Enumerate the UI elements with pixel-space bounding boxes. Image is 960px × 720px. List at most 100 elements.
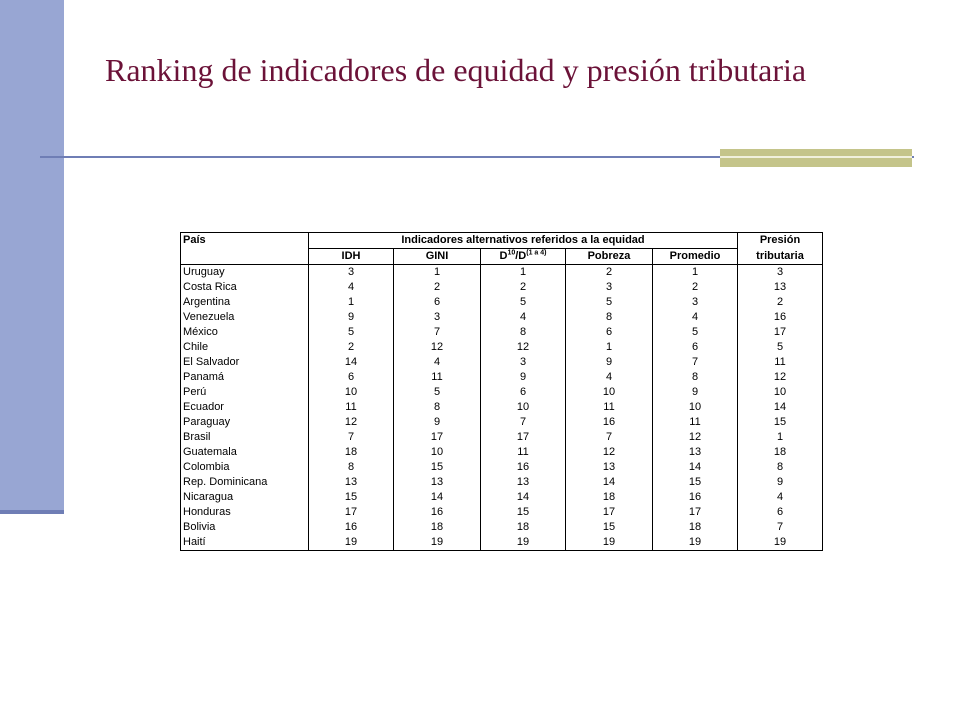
cell-pais: Rep. Dominicana: [180, 475, 309, 490]
cell-pobreza: 19: [565, 535, 653, 551]
cell-pobreza: 8: [565, 310, 653, 325]
ranking-table: País Indicadores alternativos referidos …: [180, 232, 823, 551]
cell-presion: 8: [737, 460, 823, 475]
cell-idh: 15: [308, 490, 394, 505]
cell-gini: 15: [393, 460, 481, 475]
cell-gini: 9: [393, 415, 481, 430]
cell-pais: Argentina: [180, 295, 309, 310]
cell-presion: 9: [737, 475, 823, 490]
cell-d: 7: [480, 415, 566, 430]
cell-promedio: 2: [652, 280, 738, 295]
cell-d: 3: [480, 355, 566, 370]
cell-d: 14: [480, 490, 566, 505]
title-rule: [40, 156, 914, 158]
cell-idh: 14: [308, 355, 394, 370]
cell-promedio: 18: [652, 520, 738, 535]
header-gini: GINI: [393, 248, 481, 265]
cell-gini: 7: [393, 325, 481, 340]
cell-presion: 16: [737, 310, 823, 325]
cell-pobreza: 9: [565, 355, 653, 370]
table-row: Ecuador 11 8 10 11 10 14: [180, 400, 823, 415]
cell-idh: 11: [308, 400, 394, 415]
cell-idh: 12: [308, 415, 394, 430]
cell-idh: 8: [308, 460, 394, 475]
cell-idh: 1: [308, 295, 394, 310]
cell-gini: 12: [393, 340, 481, 355]
table-row: Nicaragua 15 14 14 18 16 4: [180, 490, 823, 505]
cell-pais: México: [180, 325, 309, 340]
cell-presion: 14: [737, 400, 823, 415]
cell-d: 13: [480, 475, 566, 490]
cell-promedio: 17: [652, 505, 738, 520]
cell-promedio: 10: [652, 400, 738, 415]
cell-promedio: 11: [652, 415, 738, 430]
cell-gini: 1: [393, 264, 481, 280]
cell-pobreza: 13: [565, 460, 653, 475]
cell-d: 15: [480, 505, 566, 520]
cell-idh: 18: [308, 445, 394, 460]
header-d-mid: /D: [515, 250, 527, 262]
cell-presion: 4: [737, 490, 823, 505]
left-accent-bar: [0, 0, 64, 512]
cell-pais: Venezuela: [180, 310, 309, 325]
header-pais: País: [180, 232, 309, 249]
cell-promedio: 8: [652, 370, 738, 385]
slide-title: Ranking de indicadores de equidad y pres…: [105, 52, 807, 88]
table-row: Brasil 7 17 17 7 12 1: [180, 430, 823, 445]
cell-pais: Paraguay: [180, 415, 309, 430]
header-promedio: Promedio: [652, 248, 738, 265]
cell-pobreza: 10: [565, 385, 653, 400]
cell-presion: 10: [737, 385, 823, 400]
cell-promedio: 12: [652, 430, 738, 445]
cell-pais: Costa Rica: [180, 280, 309, 295]
cell-d: 6: [480, 385, 566, 400]
table-row: Perú 10 5 6 10 9 10: [180, 385, 823, 400]
cell-d: 9: [480, 370, 566, 385]
cell-promedio: 19: [652, 535, 738, 551]
cell-idh: 3: [308, 264, 394, 280]
cell-pobreza: 17: [565, 505, 653, 520]
cell-presion: 13: [737, 280, 823, 295]
cell-presion: 6: [737, 505, 823, 520]
table-row: Honduras 17 16 15 17 17 6: [180, 505, 823, 520]
header-d-sup1: 10: [507, 249, 516, 257]
cell-idh: 16: [308, 520, 394, 535]
table-row: Panamá 6 11 9 4 8 12: [180, 370, 823, 385]
cell-presion: 7: [737, 520, 823, 535]
cell-pobreza: 5: [565, 295, 653, 310]
cell-pobreza: 4: [565, 370, 653, 385]
cell-presion: 3: [737, 264, 823, 280]
cell-pais: Bolivia: [180, 520, 309, 535]
cell-gini: 6: [393, 295, 481, 310]
cell-d: 2: [480, 280, 566, 295]
cell-idh: 5: [308, 325, 394, 340]
cell-gini: 14: [393, 490, 481, 505]
header-d-main: D: [499, 250, 508, 262]
cell-promedio: 14: [652, 460, 738, 475]
cell-pais: Brasil: [180, 430, 309, 445]
table-row: Paraguay 12 9 7 16 11 15: [180, 415, 823, 430]
cell-pais: El Salvador: [180, 355, 309, 370]
table-row: Guatemala 18 10 11 12 13 18: [180, 445, 823, 460]
title-rule-accent: [720, 149, 912, 167]
cell-promedio: 3: [652, 295, 738, 310]
cell-d: 1: [480, 264, 566, 280]
cell-pobreza: 12: [565, 445, 653, 460]
cell-gini: 13: [393, 475, 481, 490]
header-idh: IDH: [308, 248, 394, 265]
table-row: El Salvador 14 4 3 9 7 11: [180, 355, 823, 370]
cell-promedio: 6: [652, 340, 738, 355]
cell-gini: 4: [393, 355, 481, 370]
header-d-sup2: (1 a 4): [526, 249, 547, 257]
cell-pobreza: 18: [565, 490, 653, 505]
cell-gini: 8: [393, 400, 481, 415]
table-row: Rep. Dominicana 13 13 13 14 15 9: [180, 475, 823, 490]
cell-gini: 19: [393, 535, 481, 551]
table-row: Argentina 1 6 5 5 3 2: [180, 295, 823, 310]
header-presion-line2: tributaria: [737, 248, 823, 265]
cell-presion: 2: [737, 295, 823, 310]
table-row: Uruguay 3 1 1 2 1 3: [180, 264, 823, 280]
ranking-table-body: Uruguay 3 1 1 2 1 3 Costa Rica 4 2 2 3 2 13 Argentina 1…: [180, 264, 823, 551]
cell-promedio: 7: [652, 355, 738, 370]
cell-pais: Perú: [180, 385, 309, 400]
